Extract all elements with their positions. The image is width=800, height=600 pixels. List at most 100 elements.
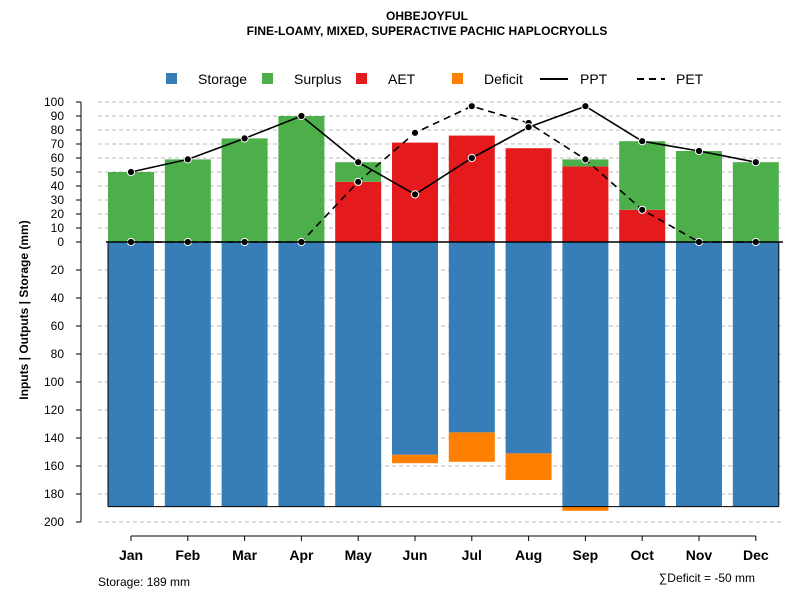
y-tick-label: 20	[51, 207, 65, 221]
point-ppt	[467, 153, 476, 163]
point-pet	[354, 177, 363, 186]
bar-storage	[732, 242, 779, 507]
bar-surplus	[676, 151, 722, 242]
legend-item-ppt: PPT	[540, 71, 608, 87]
legend-item-deficit: Deficit	[452, 71, 523, 87]
x-tick-label-mar: Mar	[232, 547, 257, 563]
x-tick-label-jun: Jun	[403, 547, 428, 563]
y-axis-label: Inputs | Outputs | Storage (mm)	[17, 220, 31, 399]
bar-surplus	[108, 172, 154, 242]
y-tick-label: 100	[44, 375, 64, 389]
bar-storage	[448, 242, 495, 433]
point-ppt	[581, 102, 590, 111]
legend-label: AET	[388, 71, 416, 87]
legend-label: Surplus	[294, 71, 341, 87]
point-pet	[581, 155, 590, 164]
legend: Storage Surplus AET Deficit PPT PET	[166, 71, 704, 87]
y-tick-label: 0	[57, 235, 64, 249]
bar-surplus	[164, 159, 211, 242]
bar-surplus	[335, 162, 382, 182]
point-ppt	[694, 146, 704, 156]
point-ppt	[297, 111, 306, 121]
axes: 0102030405060708090100204060801001201401…	[44, 95, 783, 563]
legend-swatch	[356, 73, 367, 84]
legend-label: PPT	[580, 71, 608, 87]
bar-deficit	[392, 454, 438, 464]
deficit-note: ∑Deficit = -50 mm	[659, 571, 755, 585]
legend-item-aet: AET	[356, 71, 416, 87]
point-ppt	[126, 167, 136, 177]
gridlines	[98, 101, 783, 523]
chart-title: OHBEJOYFUL	[386, 9, 468, 23]
point-pet	[410, 128, 420, 137]
bar-storage	[278, 242, 325, 507]
legend-swatch	[262, 73, 273, 84]
bar-storage	[619, 242, 666, 507]
point-pet	[467, 102, 476, 111]
legend-label: PET	[676, 71, 704, 87]
bar-aet	[448, 135, 495, 242]
lines	[126, 102, 760, 247]
bar-aet	[335, 181, 382, 242]
point-ppt	[240, 134, 249, 143]
y-tick-label: 180	[44, 487, 64, 501]
y-tick-label: 140	[44, 431, 64, 445]
bar-deficit	[448, 432, 495, 462]
point-ppt	[751, 158, 760, 167]
bars	[107, 116, 780, 511]
line-pet	[131, 105, 756, 243]
legend-swatch	[166, 73, 177, 84]
y-tick-label: 40	[51, 179, 65, 193]
y-tick-label: 40	[51, 291, 65, 305]
y-tick-label: 20	[51, 263, 65, 277]
point-ppt	[638, 137, 647, 146]
x-tick-label-oct: Oct	[631, 547, 655, 563]
bar-storage	[505, 242, 552, 454]
bar-aet	[505, 148, 552, 242]
bar-deficit	[505, 453, 552, 480]
x-tick-label-jan: Jan	[119, 547, 143, 563]
y-tick-label: 80	[51, 123, 65, 137]
point-ppt	[354, 158, 363, 167]
y-tick-label: 50	[51, 165, 65, 179]
y-tick-label: 60	[51, 319, 65, 333]
legend-item-storage: Storage	[166, 71, 247, 87]
bar-aet	[562, 166, 609, 242]
y-tick-label: 90	[51, 109, 65, 123]
y-tick-label: 120	[44, 403, 64, 417]
line-ppt	[130, 105, 756, 196]
bar-storage	[392, 242, 438, 455]
x-tick-label-may: May	[345, 547, 372, 563]
y-tick-label: 70	[51, 137, 65, 151]
bar-surplus	[732, 162, 779, 242]
y-tick-label: 80	[51, 347, 65, 361]
bar-surplus	[278, 116, 325, 242]
bar-storage	[676, 242, 722, 507]
point-ppt	[410, 190, 420, 199]
y-tick-label: 30	[51, 193, 65, 207]
bar-storage	[335, 242, 382, 507]
x-tick-label-aug: Aug	[515, 547, 542, 563]
bar-storage	[562, 242, 609, 507]
legend-swatch	[452, 73, 463, 84]
y-tick-label: 200	[44, 515, 64, 529]
legend-item-pet: PET	[637, 71, 704, 87]
x-tick-label-jul: Jul	[462, 547, 482, 563]
point-pet	[638, 205, 647, 214]
y-tick-label: 160	[44, 459, 64, 473]
x-tick-label-dec: Dec	[743, 547, 769, 563]
x-tick-label-nov: Nov	[686, 547, 713, 563]
legend-item-surplus: Surplus	[262, 71, 341, 87]
bar-storage	[108, 242, 154, 507]
chart-subtitle: FINE-LOAMY, MIXED, SUPERACTIVE PACHIC HA…	[247, 24, 608, 38]
point-ppt	[183, 155, 192, 164]
legend-label: Deficit	[484, 71, 523, 87]
bar-surplus	[221, 138, 268, 242]
bar-storage	[221, 242, 268, 507]
bar-storage	[164, 242, 211, 507]
bar-aet	[619, 209, 666, 242]
point-ppt	[524, 123, 533, 132]
bar-deficit	[562, 506, 609, 511]
y-tick-label: 10	[51, 221, 65, 235]
